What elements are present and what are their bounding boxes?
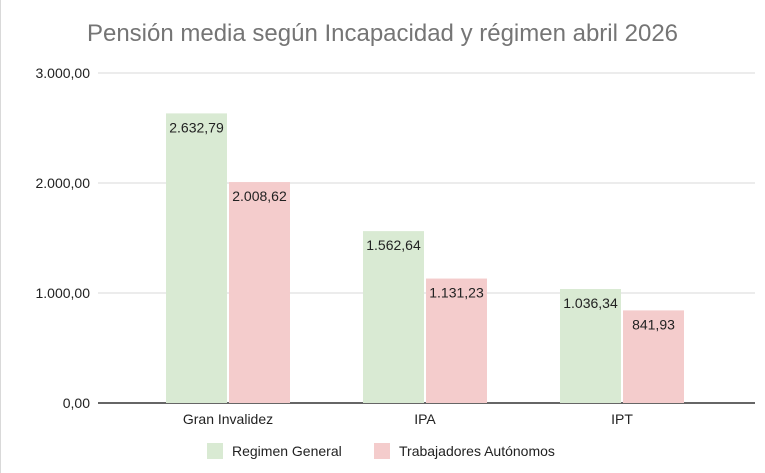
y-tick-label: 1.000,00 bbox=[36, 285, 91, 301]
chart-title: Pensión media según Incapacidad y régime… bbox=[86, 20, 679, 47]
data-label: 1.562,64 bbox=[366, 237, 421, 253]
legend-label: Regimen General bbox=[232, 443, 342, 459]
data-label: 1.131,23 bbox=[429, 285, 484, 301]
bar-autonomos bbox=[623, 310, 684, 403]
y-tick-label: 2.000,00 bbox=[36, 175, 91, 191]
legend-swatch bbox=[207, 443, 223, 459]
x-tick-label: Gran Invalidez bbox=[183, 411, 273, 427]
bar-regimen-general bbox=[363, 231, 424, 403]
data-label: 1.036,34 bbox=[563, 295, 618, 311]
bar-autonomos bbox=[229, 182, 290, 403]
bar-regimen-general bbox=[560, 289, 621, 403]
y-tick-label: 3.000,00 bbox=[36, 65, 91, 81]
frame-edge bbox=[0, 0, 1, 473]
legend-swatch bbox=[374, 443, 390, 459]
x-tick-label: IPA bbox=[414, 411, 436, 427]
data-label: 2.632,79 bbox=[169, 119, 224, 135]
bar-autonomos bbox=[426, 278, 487, 403]
x-tick-label: IPT bbox=[611, 411, 633, 427]
bar-regimen-general bbox=[166, 113, 227, 403]
legend-label: Trabajadores Autónomos bbox=[399, 443, 555, 459]
y-tick-label: 0,00 bbox=[63, 395, 90, 411]
data-label: 2.008,62 bbox=[232, 188, 287, 204]
data-label: 841,93 bbox=[632, 316, 675, 332]
